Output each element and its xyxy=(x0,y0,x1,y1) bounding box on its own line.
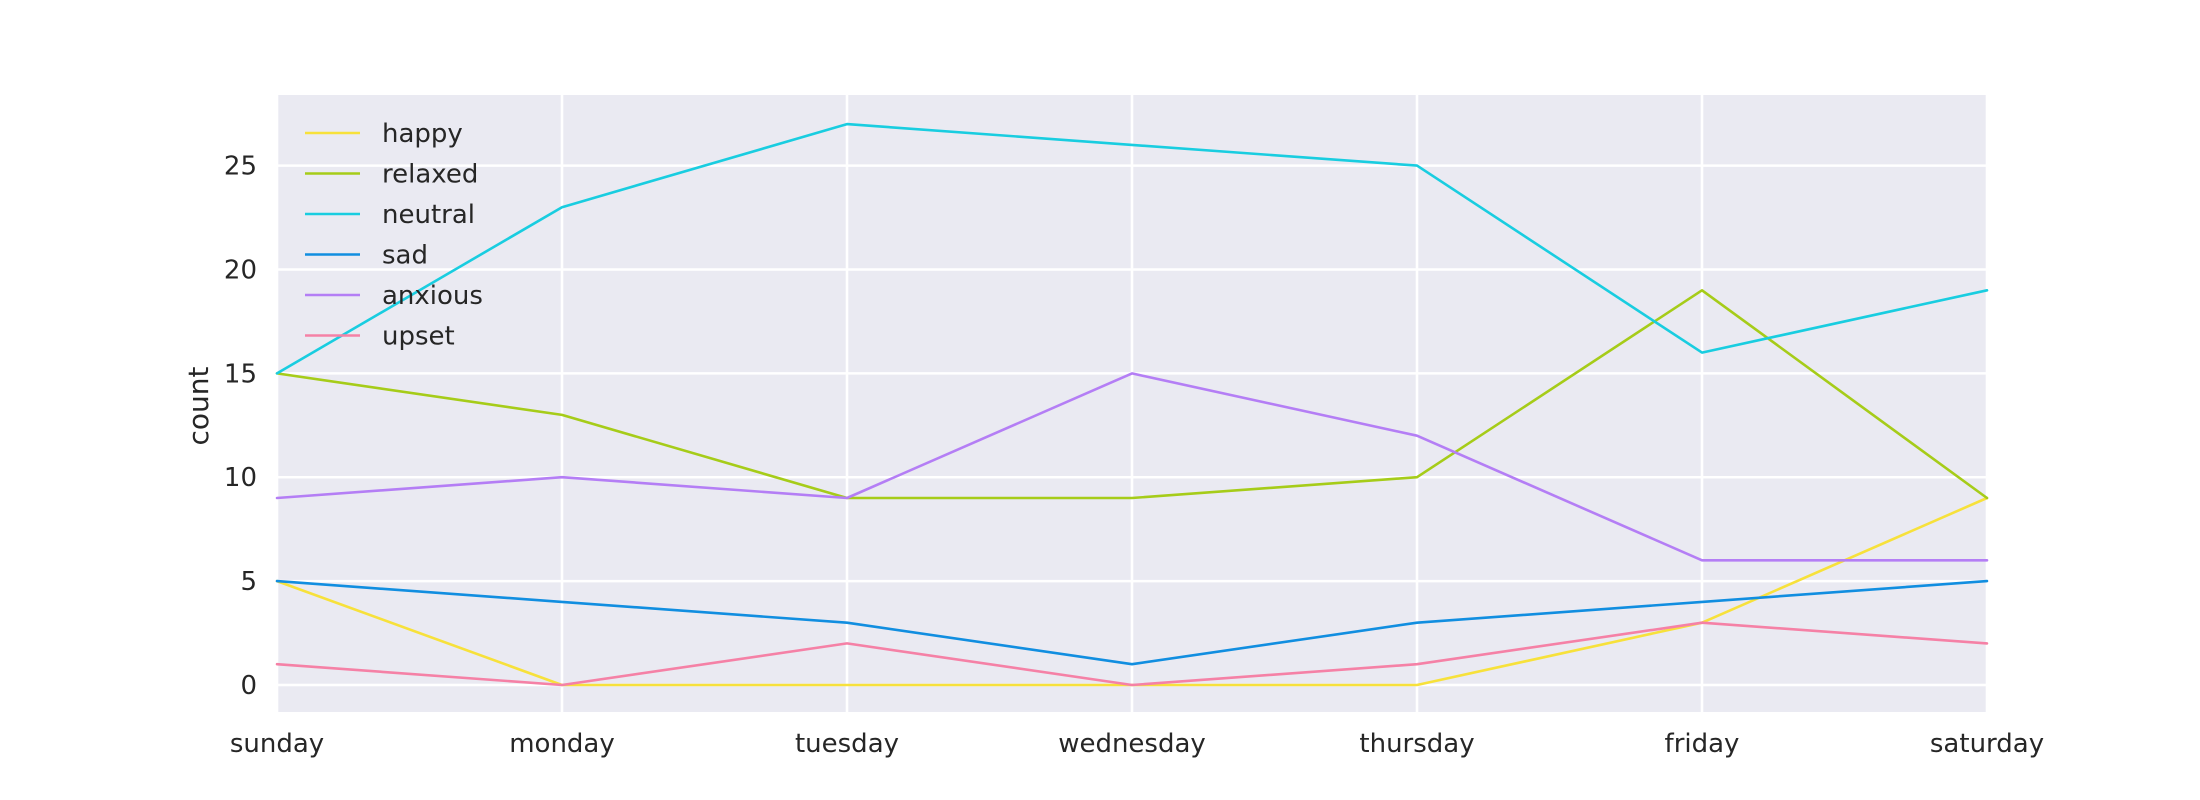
y-tick-label: 5 xyxy=(240,567,257,597)
y-tick-labels: 0 5 10 15 20 25 xyxy=(224,152,257,701)
series-line-upset xyxy=(275,621,1989,687)
y-tick-label: 20 xyxy=(224,256,257,286)
y-tick-label: 15 xyxy=(224,359,257,389)
x-tick-label: monday xyxy=(509,729,615,759)
series-line-sad xyxy=(275,579,1989,666)
legend: happy relaxed neutral sad anxious upset xyxy=(305,119,483,352)
legend-label-upset: upset xyxy=(382,322,455,352)
y-axis-label: count xyxy=(182,366,215,445)
x-tick-label: thursday xyxy=(1359,729,1474,759)
series-line-neutral xyxy=(275,122,1989,375)
series-line-anxious xyxy=(275,372,1989,562)
legend-label-sad: sad xyxy=(382,241,428,271)
x-tick-label: sunday xyxy=(230,729,324,759)
series-line-relaxed xyxy=(275,288,1989,500)
series-lines xyxy=(275,122,1989,687)
x-tick-label: saturday xyxy=(1930,729,2044,759)
x-tick-label: wednesday xyxy=(1058,729,1206,759)
legend-label-happy: happy xyxy=(382,119,463,149)
x-tick-label: tuesday xyxy=(795,729,899,759)
legend-label-neutral: neutral xyxy=(382,200,475,230)
x-tick-label: friday xyxy=(1665,729,1740,759)
y-tick-label: 25 xyxy=(224,152,257,182)
x-tick-labels: sunday monday tuesday wednesday thursday frid… xyxy=(230,729,2044,759)
y-tick-label: 0 xyxy=(240,671,257,701)
legend-label-anxious: anxious xyxy=(382,281,483,311)
y-tick-label: 10 xyxy=(224,463,257,493)
legend-label-relaxed: relaxed xyxy=(382,160,478,190)
